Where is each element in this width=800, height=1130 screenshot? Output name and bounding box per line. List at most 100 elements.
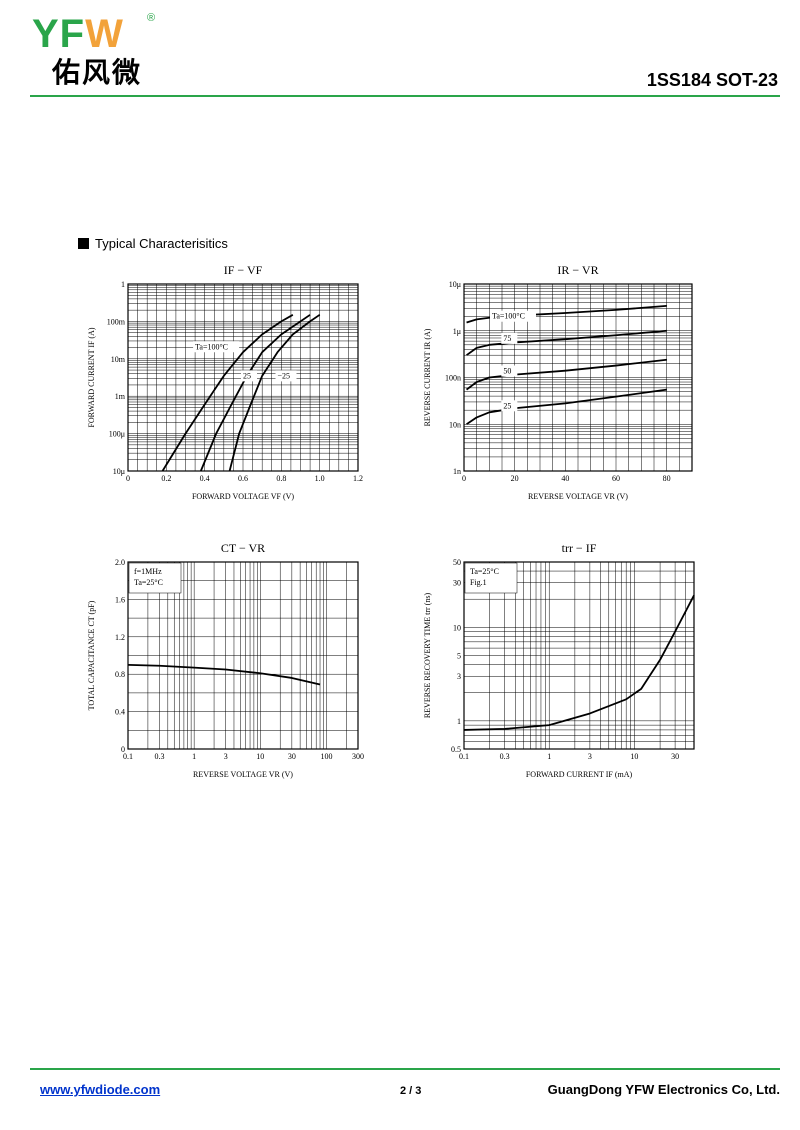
series-line: [463, 594, 695, 731]
x-tick-label: 60: [612, 474, 620, 483]
series-label-bg: [501, 400, 518, 412]
series-label-bg: [501, 332, 518, 344]
x-axis-label: REVERSE VOLTAGE VR (V): [193, 770, 293, 779]
series-label-bg: [501, 365, 518, 377]
y-tick-label: 1: [457, 717, 461, 726]
x-tick-label: 0: [462, 474, 466, 483]
chart-title: IF − VF: [224, 263, 263, 277]
plot-frame: [127, 283, 359, 472]
chart-ct-vr: CT − VR 0.1 0.3 1 3 10 30 100 300 2.0 1.6 1.2 0.8 0.4…: [87, 541, 364, 779]
y-tick-label: 0.4: [115, 708, 125, 717]
x-tick-label: 1.0: [315, 474, 325, 483]
series-label-bg: [490, 310, 536, 322]
chart-title: trr − IF: [562, 541, 597, 555]
chart-if-vf: IF − VF 0 0.2 0.4 0.6 0.8 1.0 1.2 1 100m 10m 1m 100μ…: [87, 263, 363, 501]
x-tick-label: 1.2: [353, 474, 363, 483]
y-tick-label: 100μ: [109, 430, 125, 439]
y-tick-label: 10m: [111, 355, 126, 364]
x-tick-label: 3: [224, 752, 228, 761]
x-tick-label: 100: [320, 752, 332, 761]
series-label: 75: [503, 334, 511, 343]
x-tick-label: 0.1: [459, 752, 469, 761]
series-line: [161, 314, 294, 472]
series-label: 25: [243, 371, 251, 380]
y-tick-label: 1.2: [115, 633, 125, 642]
bullet-square-icon: [78, 238, 89, 249]
logo-chinese-name: 佑风微: [52, 57, 143, 88]
x-tick-label: 1: [547, 752, 551, 761]
x-tick-label: 0.3: [500, 752, 510, 761]
section-heading: Typical Characterisitics: [78, 236, 228, 251]
y-tick-label: 1: [121, 280, 125, 289]
y-tick-label: 0: [121, 745, 125, 754]
x-tick-label: 40: [561, 474, 569, 483]
x-tick-label: 10: [256, 752, 264, 761]
chart-title: IR − VR: [557, 263, 598, 277]
y-axis-label: FORWARD CURRENT IF (A): [87, 327, 96, 427]
x-axis-label: REVERSE VOLTAGE VR (V): [528, 492, 628, 501]
series-line: [466, 388, 667, 425]
series-label-bg: [275, 370, 297, 382]
annotation-text: Ta=25°C: [470, 567, 499, 576]
y-tick-label: 1.6: [115, 595, 125, 604]
series-label: Ta=100°C: [195, 342, 228, 351]
series-line: [228, 314, 321, 472]
y-tick-label: 0.5: [451, 745, 461, 754]
chart-trr-if: trr − IF 0.1 0.3 1 3 10 30 50 30 10 5 3 1 0.5 FORWARD …: [423, 541, 695, 779]
y-axis-label: REVERSE CURRENT IR (A): [423, 328, 432, 426]
chart-title: CT − VR: [221, 541, 265, 555]
series-line: [465, 358, 667, 391]
x-tick-label: 0.4: [200, 474, 210, 483]
x-tick-label: 0.1: [123, 752, 133, 761]
y-tick-label: 100m: [107, 317, 126, 326]
x-tick-label: 0.8: [276, 474, 286, 483]
page-number: 2 / 3: [400, 1085, 422, 1097]
header-rule: [30, 95, 780, 97]
x-tick-label: 10: [630, 752, 638, 761]
y-tick-label: 1m: [115, 392, 126, 401]
y-tick-label: 30: [453, 579, 461, 588]
x-tick-label: 0: [126, 474, 130, 483]
plot-frame: [127, 561, 359, 750]
x-tick-label: 30: [288, 752, 296, 761]
series-line: [200, 314, 311, 472]
y-tick-label: 0.8: [115, 670, 125, 679]
y-axis-label: TOTAL CAPACITANCE CT (pF): [87, 600, 96, 710]
x-tick-label: 1: [192, 752, 196, 761]
part-number-title: 1SS184 SOT-23: [646, 70, 778, 90]
series-label: −25: [278, 371, 291, 380]
x-tick-label: 300: [352, 752, 364, 761]
series-line: [127, 663, 321, 686]
plot-frame: [463, 283, 693, 472]
company-logo: YFW ® 佑风微: [32, 12, 157, 94]
footer-rule: [30, 1068, 780, 1070]
annotation-text: Ta=25°C: [134, 578, 163, 587]
x-tick-label: 20: [511, 474, 519, 483]
section-title: Typical Characterisitics: [95, 236, 228, 251]
x-tick-label: 0.6: [238, 474, 248, 483]
series-label-bg: [193, 341, 240, 353]
x-tick-label: 0.3: [155, 752, 165, 761]
company-name: GuangDong YFW Electronics Co, Ltd.: [547, 1082, 780, 1097]
annotation-box: [128, 562, 182, 594]
website-link[interactable]: www.yfwdiode.com: [40, 1082, 161, 1097]
registered-mark: ®: [147, 12, 156, 24]
annotation-text: f=1MHz: [134, 567, 162, 576]
x-tick-label: 0.2: [161, 474, 171, 483]
plot-frame: [463, 561, 695, 750]
y-tick-label: 3: [457, 672, 461, 681]
y-tick-label: 1μ: [453, 327, 461, 336]
y-axis-label: REVERSE RECOVERY TIME trr (ns): [423, 593, 432, 719]
annotation-text: Fig.1: [470, 578, 487, 587]
chart-ir-vr: IR − VR 0 20 40 60 80 10μ 1μ 100n 10n 1n REVERSE VO…: [423, 263, 693, 501]
y-tick-label: 1n: [453, 467, 461, 476]
x-tick-label: 3: [588, 752, 592, 761]
series-label: 50: [503, 367, 511, 376]
x-axis-label: FORWARD VOLTAGE VF (V): [192, 492, 294, 501]
series-label-bg: [241, 370, 257, 382]
y-tick-label: 10: [453, 623, 461, 632]
x-tick-label: 30: [671, 752, 679, 761]
x-tick-label: 80: [663, 474, 671, 483]
series-line: [466, 329, 667, 356]
y-tick-label: 5: [457, 652, 461, 661]
